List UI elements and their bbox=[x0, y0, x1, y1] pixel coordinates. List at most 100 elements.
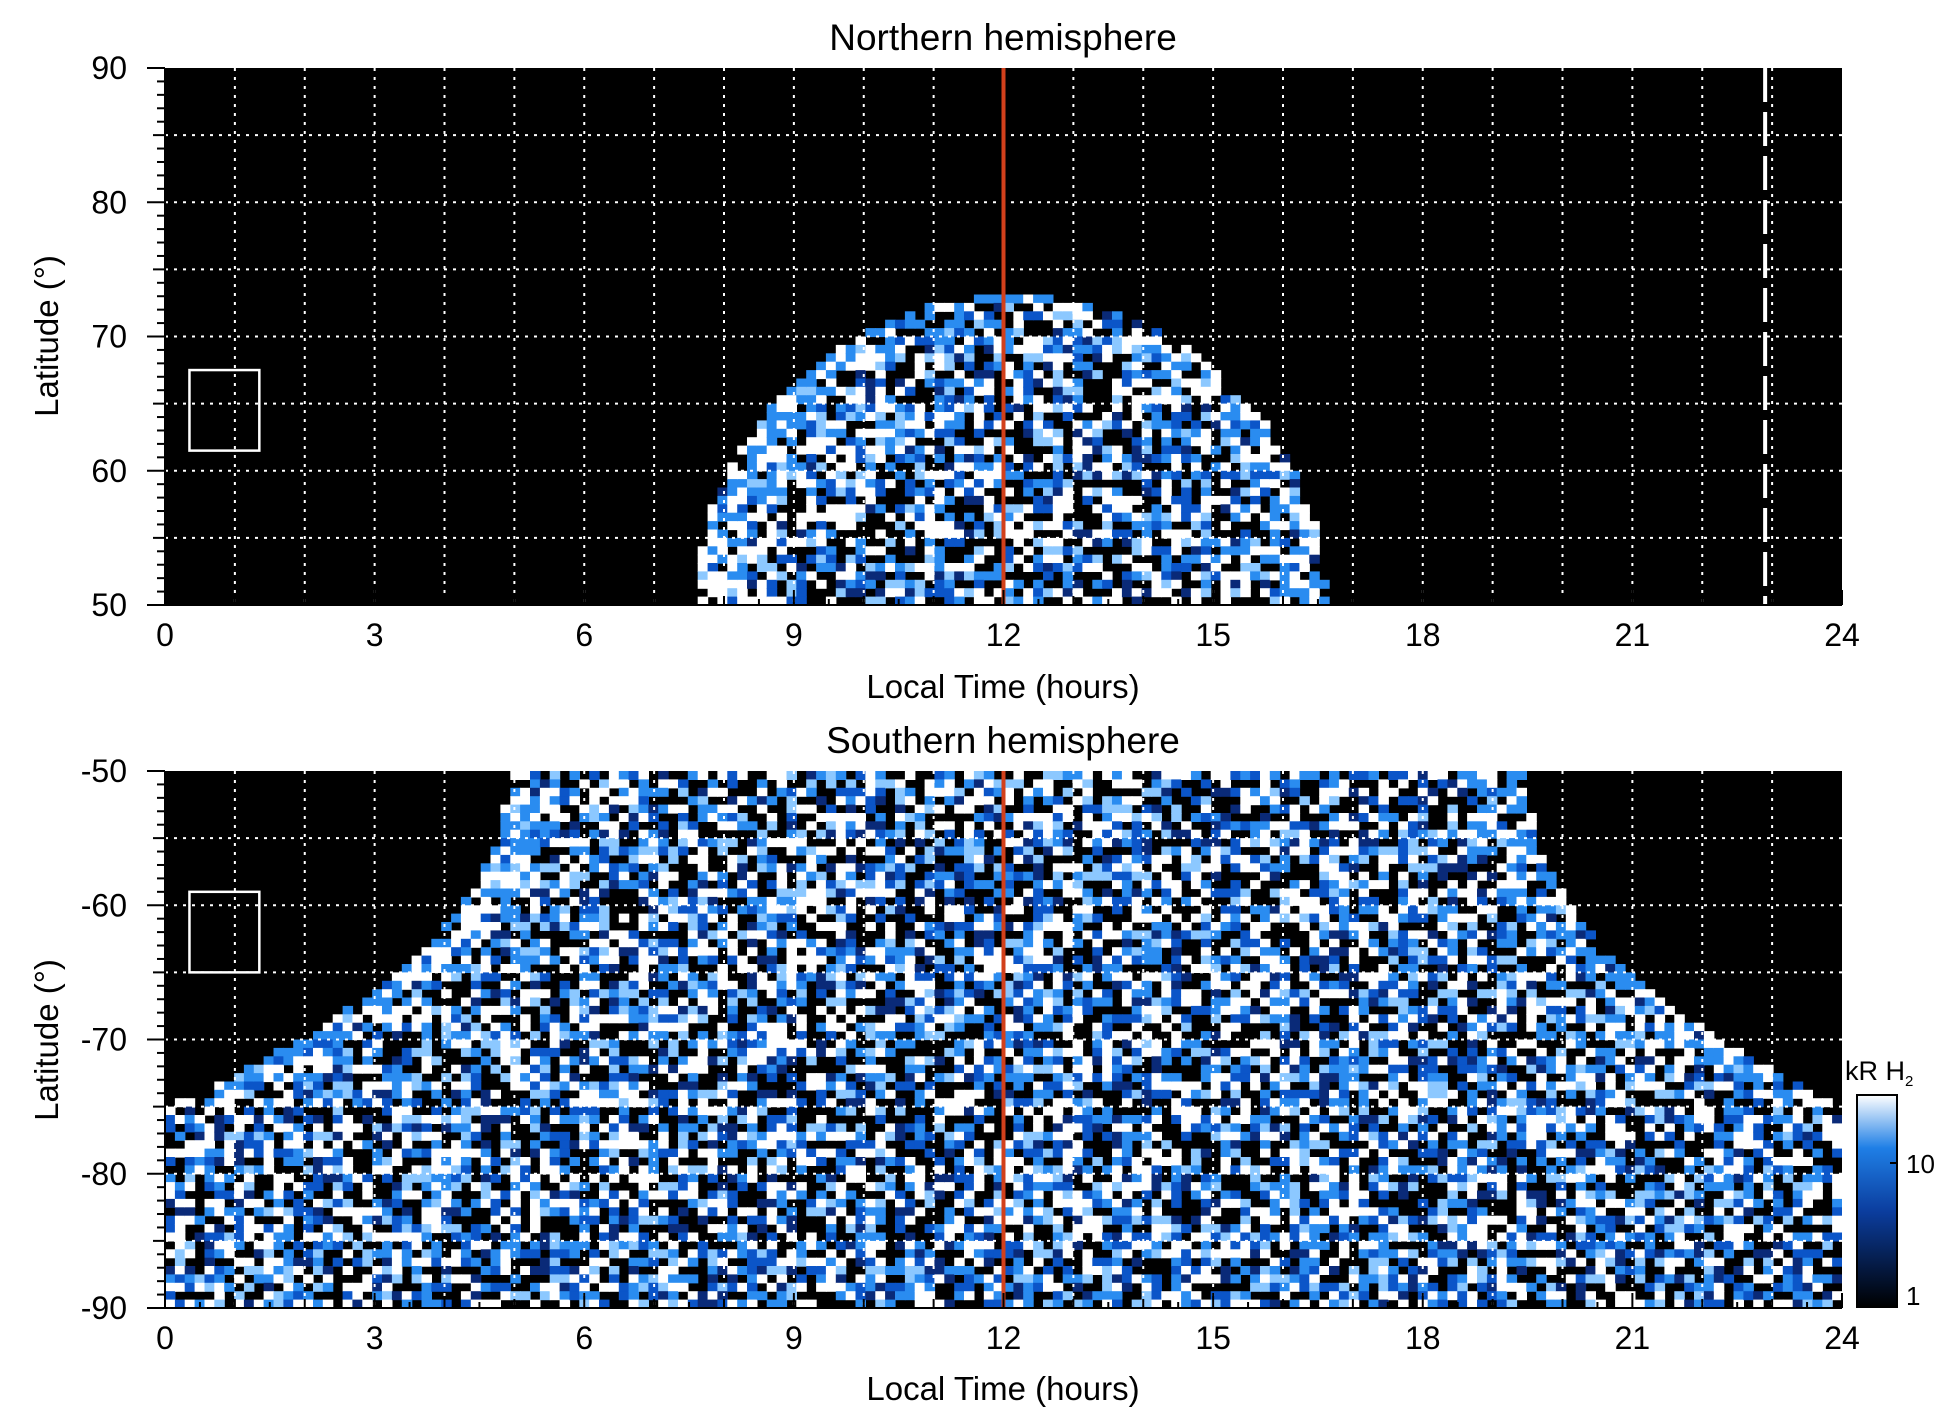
heat-cell bbox=[786, 1131, 797, 1141]
heat-cell bbox=[401, 1148, 413, 1158]
heat-cell bbox=[391, 1157, 403, 1166]
heat-cell bbox=[559, 1140, 571, 1150]
heat-cell bbox=[825, 487, 837, 497]
heat-cell bbox=[273, 1257, 284, 1267]
heat-cell bbox=[214, 1157, 225, 1166]
heat-cell bbox=[322, 1282, 334, 1292]
heat-cell bbox=[1161, 353, 1172, 363]
heat-cell bbox=[243, 1140, 255, 1150]
heat-cell bbox=[372, 1157, 383, 1166]
heat-cell bbox=[174, 1148, 186, 1158]
heat-cell bbox=[480, 964, 492, 973]
heat-cell bbox=[1309, 579, 1320, 589]
heat-cell bbox=[983, 813, 995, 822]
heat-cell bbox=[776, 1224, 788, 1234]
heat-cell bbox=[895, 796, 906, 806]
heat-cell bbox=[460, 964, 472, 973]
heat-cell bbox=[766, 1165, 778, 1175]
heat-cell bbox=[1013, 412, 1024, 421]
heat-cell bbox=[865, 395, 876, 405]
heat-cell bbox=[816, 1081, 827, 1091]
heat-cell bbox=[885, 1148, 896, 1158]
heat-cell bbox=[539, 972, 551, 982]
heat-cell bbox=[845, 445, 857, 455]
heat-cell bbox=[904, 938, 916, 948]
heat-cell bbox=[569, 922, 580, 931]
heat-cell bbox=[687, 972, 699, 982]
x-tick-label: 3 bbox=[366, 617, 384, 653]
heat-cell bbox=[993, 871, 1005, 881]
heat-cell bbox=[895, 353, 906, 363]
heat-cell bbox=[1003, 370, 1014, 380]
heat-cell bbox=[885, 947, 896, 957]
heat-cell bbox=[964, 512, 975, 522]
heat-cell bbox=[983, 1165, 995, 1175]
heat-cell bbox=[1043, 403, 1054, 413]
heat-cell bbox=[678, 1064, 689, 1074]
heat-cell bbox=[934, 378, 945, 388]
heat-cell bbox=[845, 1224, 857, 1234]
heat-cell bbox=[1319, 596, 1330, 605]
heat-cell bbox=[579, 779, 590, 789]
heat-cell bbox=[1023, 1106, 1034, 1116]
heat-cell bbox=[816, 563, 827, 572]
heat-cell bbox=[964, 1249, 975, 1259]
heat-cell bbox=[184, 1115, 196, 1124]
heat-cell bbox=[500, 821, 511, 831]
heat-cell bbox=[1102, 420, 1113, 430]
heat-cell bbox=[224, 1240, 235, 1250]
heat-cell bbox=[1023, 787, 1034, 797]
heat-cell bbox=[924, 1282, 936, 1292]
heat-cell bbox=[204, 1148, 215, 1158]
heat-cell bbox=[1230, 512, 1241, 522]
heat-cell bbox=[964, 336, 975, 346]
heat-cell bbox=[855, 454, 866, 463]
heat-cell bbox=[865, 353, 876, 363]
x-tick-label: 9 bbox=[785, 617, 803, 653]
heat-cell bbox=[480, 1157, 492, 1166]
heat-cell bbox=[924, 922, 936, 931]
heat-cell bbox=[480, 1182, 492, 1192]
heat-cell bbox=[1309, 537, 1320, 547]
heat-cell bbox=[253, 1207, 265, 1217]
heat-cell bbox=[875, 1140, 886, 1150]
heat-cell bbox=[648, 1282, 659, 1292]
heat-cell bbox=[885, 428, 896, 438]
heat-cell bbox=[983, 571, 995, 581]
heat-cell bbox=[895, 1257, 906, 1267]
heat-cell bbox=[835, 787, 847, 797]
heat-cell bbox=[806, 771, 817, 780]
heat-cell bbox=[520, 821, 531, 831]
heat-cell bbox=[1181, 403, 1192, 413]
heat-cell bbox=[490, 1299, 501, 1308]
heat-cell bbox=[599, 989, 610, 999]
heat-cell bbox=[1082, 1089, 1093, 1099]
heat-cell bbox=[1052, 537, 1064, 547]
heat-cell bbox=[638, 1056, 649, 1066]
heat-cell bbox=[1062, 1198, 1074, 1208]
heat-cell bbox=[411, 1022, 423, 1032]
heat-cell bbox=[707, 579, 719, 589]
heat-cell bbox=[954, 370, 965, 380]
heat-cell bbox=[806, 871, 817, 881]
heat-cell bbox=[707, 804, 719, 814]
heat-cell bbox=[391, 1148, 403, 1158]
heat-cell bbox=[1013, 579, 1024, 589]
heat-cell bbox=[283, 1047, 294, 1057]
heat-cell bbox=[638, 787, 649, 797]
heat-cell bbox=[865, 1224, 876, 1234]
heat-cell bbox=[796, 896, 807, 906]
heat-cell bbox=[845, 479, 857, 489]
heat-cell bbox=[579, 997, 590, 1007]
heat-cell bbox=[914, 1098, 926, 1108]
heat-cell bbox=[1092, 596, 1103, 605]
heat-cell bbox=[303, 1047, 314, 1057]
heat-cell bbox=[697, 771, 709, 780]
heat-cell bbox=[1102, 319, 1113, 329]
heat-cell bbox=[875, 504, 886, 514]
heat-cell bbox=[569, 1207, 580, 1217]
heat-cell bbox=[1043, 955, 1054, 965]
heat-cell bbox=[737, 1173, 748, 1183]
heat-cell bbox=[510, 1031, 521, 1041]
heat-cell bbox=[835, 880, 847, 890]
